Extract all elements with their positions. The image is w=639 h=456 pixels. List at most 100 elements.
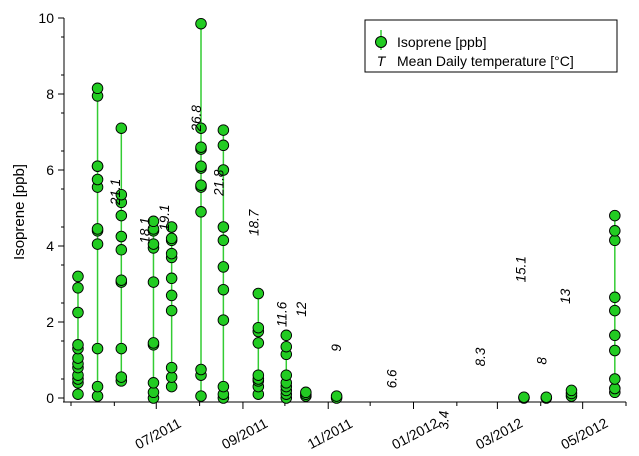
point-11-1 (518, 391, 530, 403)
point-1-1 (91, 380, 104, 393)
y-tick-label-6: 6 (46, 162, 54, 178)
point-6-2 (217, 380, 230, 393)
temp-label-2: 19.1 (157, 204, 172, 230)
point-2-9 (115, 188, 128, 201)
point-6-5 (217, 261, 230, 273)
point-0-8 (72, 339, 84, 351)
temp-label-10: 3.4 (436, 411, 451, 430)
temp-label-5: 18.7 (246, 209, 261, 236)
point-2-2 (115, 342, 128, 355)
data-points (72, 17, 621, 404)
point-3-4 (147, 337, 160, 349)
point-2-10 (115, 122, 128, 134)
point-4-0 (165, 380, 178, 393)
point-2-4 (115, 274, 128, 286)
temp-label-12: 15.1 (513, 256, 528, 282)
temp-label-13: 8 (534, 357, 549, 365)
point-1-2 (91, 342, 104, 355)
point-3-7 (147, 238, 160, 250)
point-0-11 (72, 270, 84, 283)
temp-label-8: 9 (329, 344, 344, 352)
x-tick-label-07/2011: 07/2011 (132, 415, 183, 452)
point-4-4 (165, 289, 178, 302)
temp-label-1: 18.1 (137, 217, 152, 243)
legend: Isoprene [ppb] T Mean Daily temperature … (364, 19, 618, 73)
point-2-5 (115, 244, 128, 256)
point-4-7 (165, 247, 178, 260)
point-2-1 (115, 371, 128, 383)
temperature-labels: 21.1 18.1 19.1 26.8 21.8 18.7 11.6 12 9 6.6 3.4 8.3… (108, 105, 573, 430)
y-tick-label-4: 4 (46, 238, 54, 254)
point-14-3 (609, 344, 621, 357)
temp-label-9: 6.6 (385, 369, 400, 388)
y-tick-label-10: 10 (38, 10, 54, 26)
temp-label-11: 8.3 (473, 347, 488, 366)
point-5-5 (195, 179, 207, 191)
point-6-8 (217, 164, 230, 176)
temp-label-0: 21.1 (108, 179, 123, 206)
point-3-10 (147, 215, 160, 228)
temp-label-14: 13 (558, 288, 573, 304)
point-7-7 (252, 321, 265, 334)
point-10-1 (330, 390, 343, 402)
y-tick-label-0: 0 (46, 390, 54, 406)
point-0-10 (72, 282, 84, 294)
point-4-1 (165, 371, 178, 383)
point-3-1 (147, 386, 160, 399)
point-13-2 (565, 384, 578, 397)
x-tick-label-01/2012: 01/2012 (389, 415, 441, 453)
point-8-8 (280, 329, 293, 342)
temp-label-7: 12 (294, 301, 309, 317)
point-3-5 (147, 276, 160, 288)
legend-temperature-symbol: T (377, 53, 387, 69)
legend-isoprene-marker (375, 36, 387, 48)
point-5-0 (195, 390, 207, 402)
x-tick-label-03/2012: 03/2012 (473, 415, 525, 453)
point-5-11 (195, 17, 207, 30)
point-8-7 (280, 340, 293, 353)
point-12-1 (540, 391, 553, 403)
temp-label-6: 11.6 (274, 301, 289, 327)
point-6-4 (217, 283, 230, 296)
point-1-0 (91, 390, 104, 402)
point-6-6 (217, 234, 230, 247)
point-14-7 (609, 234, 621, 247)
point-7-5 (252, 337, 265, 349)
point-4-2 (165, 361, 178, 374)
point-6-9 (217, 139, 230, 152)
point-5-3 (195, 206, 207, 218)
point-4-3 (165, 304, 178, 317)
point-5-10 (195, 122, 207, 134)
point-2-7 (115, 209, 128, 222)
point-7-8 (252, 287, 265, 300)
point-0-6 (72, 352, 84, 364)
point-4-9 (165, 232, 178, 245)
point-5-7 (195, 160, 207, 172)
point-5-9 (195, 141, 207, 153)
point-6-10 (217, 124, 230, 136)
point-2-6 (115, 230, 128, 243)
point-4-5 (165, 272, 178, 285)
point-14-2 (609, 373, 621, 385)
point-0-0 (72, 388, 84, 400)
x-tick-label-05/2012: 05/2012 (558, 415, 610, 453)
point-8-5 (280, 369, 293, 381)
point-1-5 (91, 223, 104, 235)
point-5-2 (195, 363, 207, 376)
point-14-5 (609, 304, 621, 317)
legend-isoprene-label: Isoprene [ppb] (397, 34, 487, 50)
x-tick-label-11/2011: 11/2011 (305, 415, 356, 452)
point-7-4 (252, 369, 265, 381)
y-tick-label-8: 8 (46, 86, 54, 102)
point-14-8 (609, 225, 621, 237)
legend-box (364, 19, 618, 73)
point-3-2 (147, 377, 160, 389)
point-14-4 (609, 329, 621, 342)
point-6-3 (217, 314, 230, 326)
point-14-6 (609, 291, 621, 304)
temp-label-3: 26.8 (189, 105, 204, 133)
y-axis-title: Isoprene [ppb] (11, 164, 28, 260)
point-0-9 (72, 306, 84, 319)
point-1-11 (91, 82, 104, 95)
